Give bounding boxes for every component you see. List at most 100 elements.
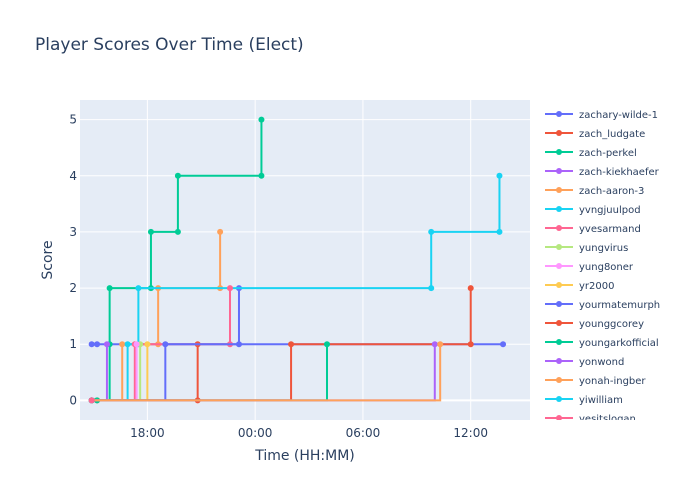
legend-label: youngarkofficial	[579, 338, 659, 349]
data-point[interactable]	[258, 116, 265, 123]
x-axis-label: Time (HH:MM)	[254, 448, 355, 464]
data-point[interactable]	[133, 341, 140, 348]
legend-label: younggcorey	[579, 319, 644, 330]
data-point[interactable]	[103, 341, 110, 348]
legend-label: yiwilliam	[579, 395, 623, 406]
legend-label: zach-perkel	[579, 148, 637, 159]
legend-item[interactable]: yesitslogan	[545, 414, 636, 425]
plot-background	[80, 100, 530, 420]
legend-label: zachary-wilde-1	[579, 110, 658, 121]
y-axis-label: Score	[40, 240, 56, 279]
data-point[interactable]	[88, 397, 95, 404]
data-point[interactable]	[124, 341, 131, 348]
legend-item[interactable]: younggcorey	[545, 319, 644, 330]
legend-label: zach-kiekhaefer	[579, 167, 660, 178]
legend-swatch-marker	[556, 339, 562, 345]
data-point[interactable]	[437, 341, 444, 348]
legend-item[interactable]: zach-aaron-3	[545, 186, 644, 197]
x-axis-ticks: 18:00 00:00 06:00 12:00	[130, 426, 488, 440]
legend-label: yr2000	[579, 281, 614, 292]
legend-item[interactable]: yvngjuulpod	[545, 205, 641, 216]
legend-label: yourmatemurph	[579, 300, 660, 311]
legend-swatch-marker	[556, 320, 562, 326]
x-tick-label: 00:00	[238, 426, 273, 440]
data-point[interactable]	[227, 285, 233, 292]
legend-label: zach-aaron-3	[579, 186, 644, 197]
legend-swatch-marker	[556, 168, 562, 174]
data-point[interactable]	[258, 172, 265, 179]
legend-swatch-marker	[556, 111, 562, 117]
legend-item[interactable]: zachary-wilde-1	[545, 110, 658, 121]
data-point[interactable]	[428, 285, 435, 292]
data-point[interactable]	[174, 172, 181, 179]
legend[interactable]: zachary-wilde-1 zach_ludgate zach-perkel za…	[545, 110, 660, 425]
legend-swatch-marker	[556, 187, 562, 193]
legend-swatch-marker	[556, 263, 562, 269]
data-point[interactable]	[162, 341, 169, 348]
data-point[interactable]	[324, 341, 331, 348]
x-tick-label: 06:00	[346, 426, 381, 440]
data-point[interactable]	[496, 228, 503, 235]
legend-item[interactable]: yung8oner	[545, 262, 634, 273]
legend-label: yvngjuulpod	[579, 205, 641, 216]
legend-item[interactable]: yungvirus	[545, 243, 628, 254]
legend-item[interactable]: zach_ludgate	[545, 129, 645, 140]
y-axis-ticks: 0 1 2 3 4 5	[69, 113, 77, 408]
data-point[interactable]	[174, 228, 181, 235]
legend-item[interactable]: yr2000	[545, 281, 614, 292]
legend-swatch-marker	[556, 130, 562, 136]
data-point[interactable]	[288, 341, 295, 348]
data-point[interactable]	[135, 285, 142, 292]
y-tick-label: 3	[69, 225, 77, 239]
legend-swatch-marker	[556, 149, 562, 155]
series-yesitslogan[interactable]	[88, 397, 95, 404]
data-point[interactable]	[119, 341, 126, 348]
series-traces	[88, 116, 507, 404]
data-point[interactable]	[467, 285, 474, 292]
legend-item[interactable]: yourmatemurph	[545, 300, 660, 311]
data-point[interactable]	[217, 228, 224, 235]
legend-label: yvesarmand	[579, 224, 641, 235]
y-tick-label: 5	[69, 113, 77, 127]
legend-swatch-marker	[556, 225, 562, 231]
y-tick-label: 4	[69, 169, 77, 183]
data-point[interactable]	[144, 341, 151, 348]
legend-label: yung8oner	[579, 262, 634, 273]
legend-item[interactable]: zach-kiekhaefer	[545, 167, 660, 178]
y-tick-label: 1	[69, 337, 77, 351]
legend-item[interactable]: yvesarmand	[545, 224, 641, 235]
chart-title: Player Scores Over Time (Elect)	[35, 35, 304, 55]
data-point[interactable]	[431, 341, 438, 348]
legend-swatch-marker	[556, 301, 562, 307]
data-point[interactable]	[94, 341, 101, 348]
y-tick-label: 2	[69, 281, 77, 295]
data-point[interactable]	[147, 228, 154, 235]
legend-item[interactable]: yiwilliam	[545, 395, 623, 406]
legend-item[interactable]: youngarkofficial	[545, 338, 659, 349]
legend-swatch-marker	[556, 206, 562, 212]
data-point[interactable]	[500, 341, 507, 348]
legend-swatch-marker	[556, 244, 562, 250]
y-tick-label: 0	[69, 393, 77, 407]
legend-swatch-marker	[556, 415, 562, 420]
legend-label: yonwond	[579, 357, 624, 368]
data-point[interactable]	[106, 285, 113, 292]
data-point[interactable]	[467, 341, 474, 348]
legend-swatch-marker	[556, 282, 562, 288]
legend-label: yesitslogan	[579, 414, 636, 425]
legend-swatch-marker	[556, 377, 562, 383]
legend-item[interactable]: zach-perkel	[545, 148, 637, 159]
legend-label: yungvirus	[579, 243, 628, 254]
legend-label: zach_ludgate	[579, 129, 645, 140]
data-point[interactable]	[428, 228, 435, 235]
legend-swatch-marker	[556, 396, 562, 402]
data-point[interactable]	[496, 172, 503, 179]
data-point[interactable]	[88, 341, 95, 348]
series-line	[91, 344, 442, 402]
legend-item[interactable]: yonwond	[545, 357, 624, 368]
legend-item[interactable]: yonah-ingber	[545, 376, 646, 387]
x-tick-label: 12:00	[453, 426, 488, 440]
plot-area	[80, 100, 530, 420]
